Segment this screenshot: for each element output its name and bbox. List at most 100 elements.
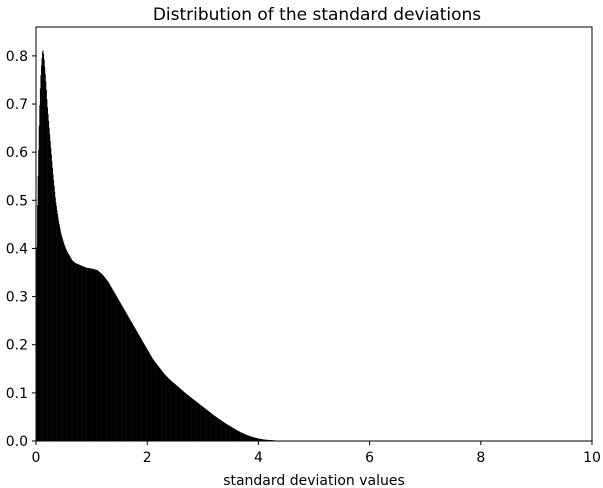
histogram-bar [38,125,40,442]
histogram-bar [191,398,193,441]
histogram-bar [129,320,131,441]
histogram-bar [197,402,199,441]
histogram-bar [133,326,135,441]
histogram-bar [119,302,121,441]
histogram-bar [62,238,63,441]
histogram-bar [193,400,195,441]
histogram-bar [86,267,87,441]
histogram-bar [239,431,241,441]
histogram-bar [105,278,107,441]
histogram-bar [117,298,119,441]
histogram-bar [250,436,251,441]
histogram-bar [178,387,180,441]
histogram-bar [134,328,136,441]
histogram-bar [258,438,260,441]
histogram-bar [169,379,171,441]
histogram-bar [162,371,164,441]
y-tick-label: 0.1 [6,386,28,402]
histogram-bar [93,269,95,441]
histogram-bar [147,350,149,441]
histogram-bar [255,437,256,441]
histogram-bar [134,327,136,441]
histogram-bar [48,120,50,441]
histogram-bar [232,428,234,441]
histogram-bar [202,406,204,441]
histogram-bar [109,284,111,441]
histogram-bar [94,269,96,441]
histogram-bar [181,390,183,441]
histogram-bar [164,375,166,441]
histogram-bar [201,405,202,441]
histogram-bar [177,386,179,441]
histogram-bar [125,312,127,441]
y-tick-label: 0.2 [6,338,28,354]
histogram-bar [91,268,93,441]
histogram-bar [207,410,209,441]
histogram-bar [236,430,238,441]
histogram-bar [177,386,179,441]
histogram-bar [86,267,88,441]
histogram-bar [43,59,45,441]
histogram-bar [37,205,38,441]
histogram-bar [57,217,59,441]
histogram-bar [153,360,155,441]
histogram-bar [135,329,137,441]
histogram-bar [85,267,87,441]
histogram-bar [162,372,164,441]
histogram-bar [96,270,98,441]
histogram-bar [220,420,222,441]
histogram-bar [88,268,90,441]
histogram-bar [261,439,263,441]
histogram-bar [97,270,99,441]
histogram-bar [80,265,82,441]
histogram-bar [168,378,170,441]
histogram-bar [44,66,46,441]
histogram-bar [59,226,61,441]
histogram-bar [247,435,249,441]
histogram-bar [158,366,160,441]
histogram-bar [73,261,75,441]
histogram-bar [146,348,147,441]
histogram-bar [209,412,211,441]
histogram-bar [129,319,131,441]
histogram-bar [171,381,173,441]
histogram-bar [49,141,51,441]
histogram-bar [126,314,128,441]
y-tick-label: 0.8 [6,49,28,65]
histogram-bar [114,294,116,441]
histogram-bar [100,273,102,441]
histogram-bar [92,268,94,441]
histogram-bar [261,439,263,441]
histogram-bar [176,385,178,441]
histogram-bar [246,435,248,441]
x-axis-label: standard deviation values [223,473,405,488]
histogram-bar [213,415,215,441]
histogram-bar [183,391,185,441]
histogram-bar [205,408,206,441]
histogram-bar [231,427,233,441]
histogram-bar [187,394,189,441]
histogram-bar [57,213,58,441]
histogram-bar [195,401,197,441]
histogram-bar [228,425,230,441]
histogram-bar [82,266,84,441]
histogram-bar [40,75,42,442]
histogram-bar [83,266,85,441]
histogram-bar [250,436,252,441]
histogram-bar [70,258,72,441]
histogram-bar [198,403,200,441]
x-axis-ticks: 0 2 4 6 8 10 [32,441,601,466]
histogram-bar [205,409,207,441]
histogram-bar [167,377,169,441]
histogram-bar [66,250,67,441]
histogram-bar [47,114,49,441]
y-tick-label: 0.3 [6,290,28,306]
histogram-bar [124,310,126,441]
histogram-bar [253,437,255,441]
histogram-bar [130,321,132,441]
histogram-bar [143,343,145,441]
histogram-bar [121,305,123,441]
histogram-bar [221,420,223,441]
histogram-bar [81,265,82,441]
histogram-bar [197,403,199,441]
